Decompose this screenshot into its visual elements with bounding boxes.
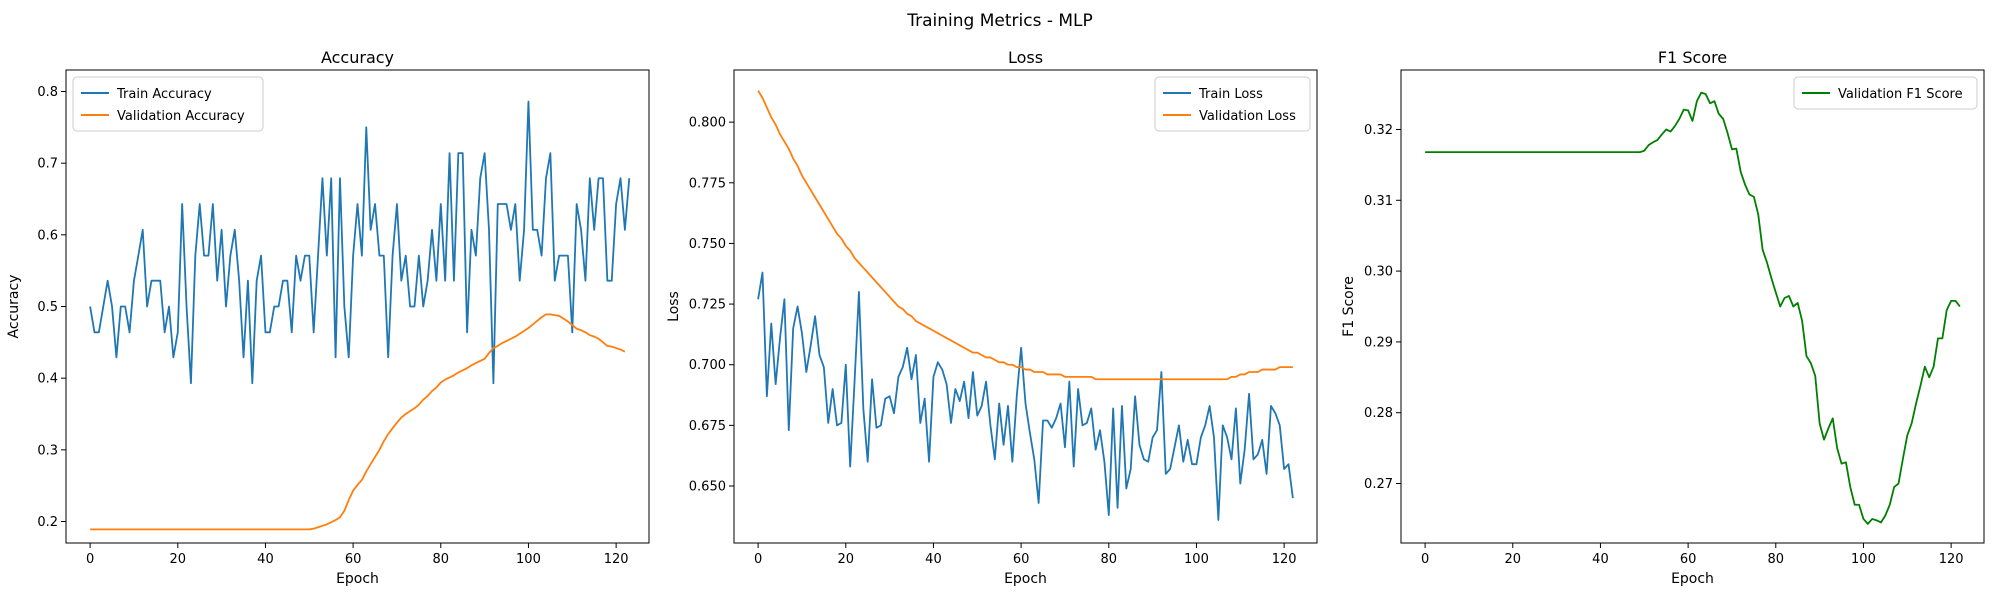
y-axis-label: Accuracy	[6, 275, 22, 339]
legend-box	[1154, 76, 1311, 132]
x-tick-label: 0	[754, 552, 762, 567]
legend-entry: Validation F1 Score	[1838, 87, 1963, 102]
chart-panel-2: Loss 0 20 40 60 80 100 120 0.650 0.675 0.700 0.725 0…	[666, 48, 1318, 587]
y-tick-label: 0.30	[1364, 265, 1393, 280]
series-line-train-loss	[757, 271, 1294, 521]
chart-panel-3: F1 Score 0 20 40 60 80 100 120 0.27 0.28 0.29 0.30 0…	[1341, 48, 1985, 587]
y-tick-label: 0.725	[689, 298, 726, 313]
axes-frame	[65, 69, 650, 544]
figure-suptitle: Training Metrics - MLP	[906, 11, 1093, 31]
y-tick-label: 0.650	[689, 479, 726, 494]
y-tick-label: 0.700	[689, 358, 726, 373]
chart-title: Accuracy	[321, 48, 394, 67]
x-tick-label: 20	[838, 552, 855, 567]
x-tick-label: 60	[345, 552, 362, 567]
legend-entry: Train Accuracy	[116, 87, 212, 102]
x-tick-label: 120	[604, 552, 629, 567]
legend: Train Loss Validation Loss	[1154, 76, 1311, 132]
legend-entry: Validation Accuracy	[117, 109, 245, 124]
x-tick-label: 100	[516, 552, 541, 567]
y-tick-label: 0.29	[1364, 335, 1393, 350]
y-tick-label: 0.675	[689, 419, 726, 434]
y-tick-label: 0.750	[689, 237, 726, 252]
legend: Train Accuracy Validation Accuracy	[72, 76, 264, 132]
y-tick-label: 0.27	[1364, 477, 1393, 492]
legend-box	[1793, 76, 1978, 110]
series-line-validation-f1-score	[1425, 91, 1961, 525]
legend-entry: Train Loss	[1198, 87, 1263, 102]
axes-frame	[733, 69, 1318, 544]
x-axis-label: Epoch	[1004, 571, 1047, 587]
x-tick-label: 40	[257, 552, 274, 567]
chart-title: Loss	[1008, 48, 1043, 67]
legend-box	[72, 76, 264, 132]
y-tick-label: 0.31	[1364, 194, 1393, 209]
y-axis-label: Loss	[666, 291, 682, 322]
x-tick-label: 20	[170, 552, 187, 567]
x-tick-label: 40	[925, 552, 942, 567]
y-tick-label: 0.4	[37, 372, 58, 387]
chart-title: F1 Score	[1658, 48, 1727, 67]
x-axis-label: Epoch	[336, 571, 379, 587]
legend-entry: Validation Loss	[1199, 109, 1296, 124]
x-axis-label: Epoch	[1671, 571, 1714, 587]
y-tick-label: 0.775	[689, 176, 726, 191]
y-tick-label: 0.5	[37, 300, 58, 315]
x-tick-label: 60	[1013, 552, 1030, 567]
chart-panel-1: Accuracy 0 20 40 60 80 100 120 0.2 0.3 0.4 0.5 0.6 0.…	[6, 48, 650, 587]
series-line-validation-loss	[757, 90, 1293, 381]
x-tick-label: 100	[1184, 552, 1209, 567]
y-tick-label: 0.32	[1364, 123, 1393, 138]
y-tick-label: 0.3	[37, 443, 58, 458]
x-tick-label: 60	[1680, 552, 1697, 567]
x-tick-label: 100	[1851, 552, 1876, 567]
y-tick-label: 0.800	[689, 116, 726, 131]
x-tick-label: 80	[1101, 552, 1118, 567]
x-tick-label: 0	[86, 552, 94, 567]
x-tick-label: 40	[1592, 552, 1609, 567]
series-line-validation-accuracy	[90, 313, 626, 531]
legend: Validation F1 Score	[1793, 76, 1978, 110]
y-tick-label: 0.28	[1364, 406, 1393, 421]
y-tick-label: 0.2	[37, 515, 58, 530]
x-tick-label: 80	[1768, 552, 1785, 567]
x-tick-label: 20	[1505, 552, 1522, 567]
y-tick-label: 0.8	[37, 85, 58, 100]
y-axis-label: F1 Score	[1341, 276, 1357, 337]
x-tick-label: 120	[1272, 552, 1297, 567]
x-tick-label: 120	[1939, 552, 1964, 567]
y-tick-label: 0.6	[37, 228, 58, 243]
y-tick-label: 0.7	[37, 157, 58, 172]
axes-frame	[1400, 69, 1985, 544]
series-line-train-accuracy	[89, 100, 631, 385]
chart-panels: Accuracy 0 20 40 60 80 100 120 0.2 0.3 0.4 0.5 0.6 0.…	[6, 48, 1985, 587]
x-tick-label: 0	[1421, 552, 1429, 567]
x-tick-label: 80	[433, 552, 450, 567]
